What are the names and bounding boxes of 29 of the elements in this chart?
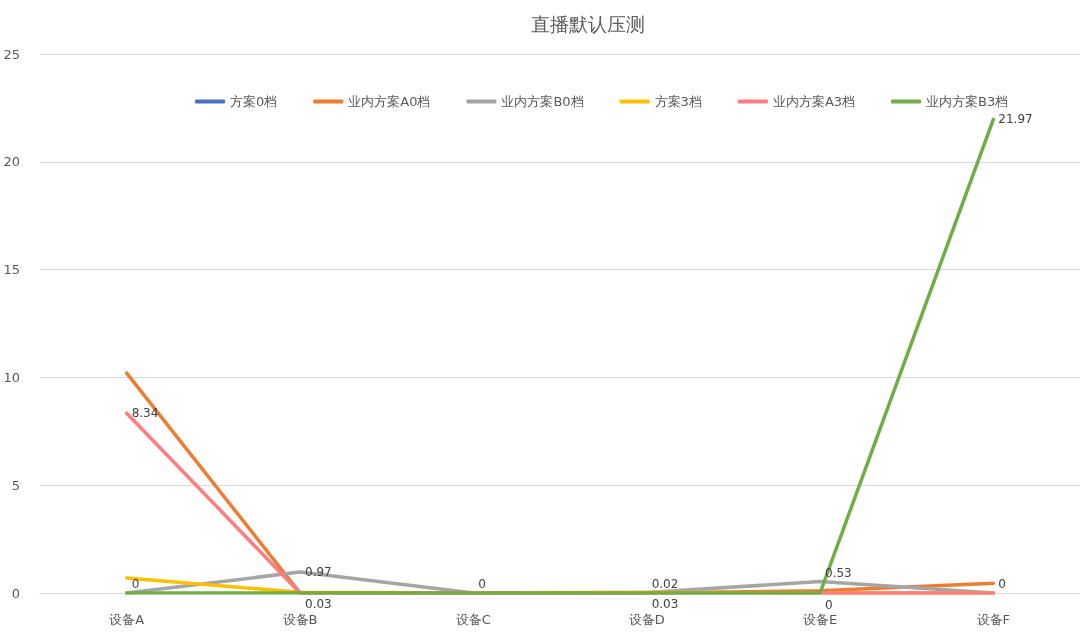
data-label: 0.03 [305, 597, 332, 612]
y-tick-label: 10 [3, 369, 20, 385]
chart-title: 直播默认压测 [531, 12, 645, 35]
legend-label: 业内方案B3档 [926, 94, 1009, 109]
y-tick-label: 15 [3, 262, 20, 278]
data-label: 0 [478, 577, 486, 591]
x-tick-label: 设备E [802, 612, 838, 627]
y-tick-label: 5 [11, 477, 20, 493]
legend-label: 业内方案A0档 [348, 94, 431, 109]
x-tick-label: 设备C [455, 612, 491, 627]
data-label: 21.97 [998, 112, 1033, 127]
legend-label: 业内方案A3档 [772, 94, 856, 109]
y-tick-label: 20 [3, 154, 20, 170]
y-tick-label: 25 [3, 46, 20, 62]
data-label: 8.34 [131, 406, 159, 421]
x-tick-label: 设备A [109, 612, 145, 627]
data-label: 0.03 [651, 597, 679, 612]
y-tick-label: 0 [11, 585, 20, 601]
data-label: 0 [825, 598, 833, 612]
data-label: 0.97 [305, 565, 332, 580]
x-tick-label: 设备F [976, 612, 1011, 627]
x-tick-label: 设备B [282, 612, 318, 627]
legend-label: 方案3档 [654, 94, 702, 109]
x-tick-label: 设备D [628, 612, 665, 627]
legend-label: 业内方案B0档 [501, 94, 584, 109]
data-label: 0 [998, 577, 1006, 591]
data-label: 0.02 [651, 576, 679, 591]
legend-label: 方案0档 [230, 94, 278, 109]
data-label: 0 [131, 577, 140, 591]
